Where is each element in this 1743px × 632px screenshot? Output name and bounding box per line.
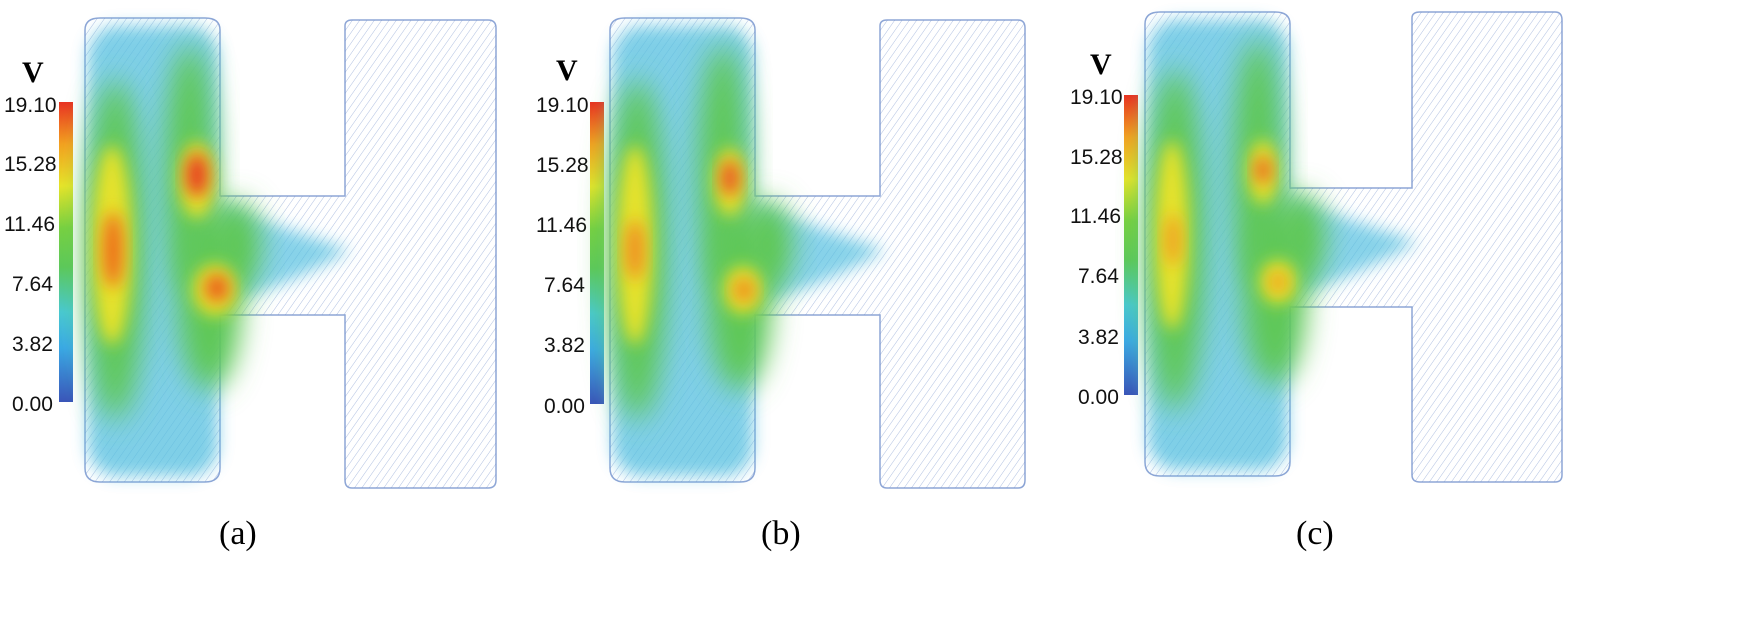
velocity-field-plot: [1144, 11, 1563, 483]
colorbar-tick: 3.82: [544, 334, 585, 357]
colorbar-tick: 15.28: [1070, 146, 1123, 169]
colorbar-tick: 7.64: [544, 274, 585, 297]
panel-caption: (b): [761, 515, 801, 552]
velocity-field-plot: [607, 17, 1026, 489]
colorbar: [59, 102, 73, 402]
velocity-field-plot: [84, 17, 497, 489]
panel-caption: (c): [1296, 515, 1334, 552]
colorbar-tick: 7.64: [12, 273, 53, 296]
colorbar-tick: 3.82: [1078, 326, 1119, 349]
panel-b: V 19.10 15.28 11.46 7.64 3.82 0.00 (b): [535, 0, 1115, 632]
colorbar-tick: 3.82: [12, 333, 53, 356]
velocity-contours: [85, 26, 350, 476]
colorbar-tick: 11.46: [536, 214, 587, 237]
colorbar: [1124, 95, 1138, 395]
colorbar-tick: 11.46: [1070, 205, 1121, 228]
colorbar-tick-min: 0.00: [12, 393, 53, 416]
colorbar-tick-max: 19.10: [1070, 86, 1123, 109]
colorbar: [590, 102, 604, 404]
colorbar-tick: 11.46: [4, 213, 55, 236]
colorbar-tick-min: 0.00: [544, 395, 585, 418]
velocity-contours: [607, 26, 885, 476]
colorbar-tick: 15.28: [4, 153, 57, 176]
colorbar-variable-label: V: [1090, 48, 1112, 81]
colorbar-tick: 15.28: [536, 154, 589, 177]
velocity-contours: [1145, 20, 1418, 470]
colorbar-tick: 7.64: [1078, 265, 1119, 288]
panel-c: V 19.10 15.28 11.46 7.64 3.82 0.00 (c): [1070, 0, 1680, 632]
colorbar-variable-label: V: [22, 56, 44, 89]
colorbar-tick-min: 0.00: [1078, 386, 1119, 409]
colorbar-tick-max: 19.10: [536, 94, 589, 117]
panel-caption: (a): [219, 515, 257, 552]
colorbar-variable-label: V: [556, 54, 578, 87]
panel-a: V 19.10 15.28 11.46 7.64 3.82 0.00 (a): [0, 0, 580, 632]
colorbar-tick-max: 19.10: [4, 94, 57, 117]
